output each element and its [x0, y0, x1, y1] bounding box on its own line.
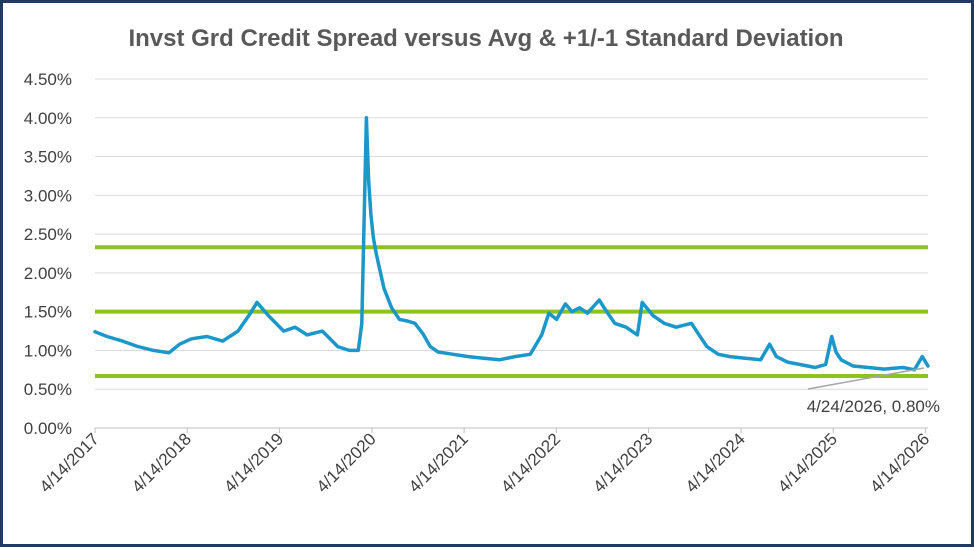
- series-group: [93, 116, 930, 372]
- x-tick-label: 4/14/2017: [36, 429, 103, 496]
- y-tick-label: 4.50%: [24, 70, 72, 89]
- series-line: [93, 116, 930, 372]
- y-tick-label: 2.00%: [24, 264, 72, 283]
- x-tick-label: 4/14/2026: [866, 429, 933, 496]
- y-tick-label: 0.50%: [24, 380, 72, 399]
- y-tick-label: 4.00%: [24, 109, 72, 128]
- data-label: 4/24/2026, 0.80%: [807, 397, 940, 416]
- y-tick-label: 3.50%: [24, 148, 72, 167]
- y-tick-label: 1.50%: [24, 303, 72, 322]
- x-tick-label: 4/14/2020: [313, 429, 380, 496]
- x-tick-label: 4/14/2024: [682, 429, 749, 496]
- chart-title: Invst Grd Credit Spread versus Avg & +1/…: [128, 25, 843, 52]
- y-tick-label: 1.00%: [24, 341, 72, 360]
- x-tick-label: 4/14/2022: [497, 429, 564, 496]
- x-tick-label: 4/14/2018: [128, 429, 195, 496]
- y-tick-label: 3.00%: [24, 186, 72, 205]
- x-tick-label: 4/14/2023: [589, 429, 656, 496]
- y-tick-label: 0.00%: [24, 419, 72, 438]
- annotations: 4/24/2026, 0.80%: [807, 367, 940, 416]
- x-axis: 4/14/2017 4/14/2018 4/14/2019 4/14/2020 4/14…: [36, 427, 933, 496]
- annotation-leader-line: [807, 367, 925, 390]
- y-axis: 0.00% 0.50% 1.00% 1.50% 2.00% 2.50% 3.00% 3.50%…: [24, 70, 72, 438]
- reference-lines: [95, 245, 928, 379]
- x-tick-label: 4/14/2025: [774, 429, 841, 496]
- x-tick-label: 4/14/2021: [405, 429, 472, 496]
- gridlines: [95, 78, 928, 390]
- y-tick-label: 2.50%: [24, 225, 72, 244]
- x-tick-label: 4/14/2019: [220, 429, 287, 496]
